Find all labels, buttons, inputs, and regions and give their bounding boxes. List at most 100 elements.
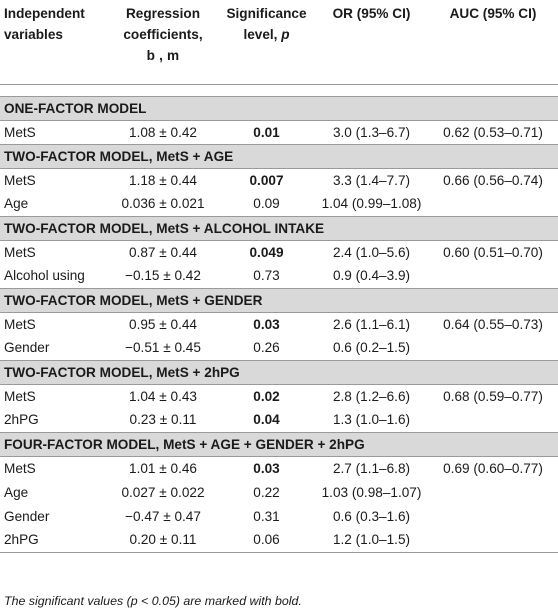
cell-auc: 0.66 (0.56–0.74) — [443, 172, 543, 188]
cell-auc: 0.64 (0.55–0.73) — [443, 316, 543, 332]
cell-coefficient: 0.036 ± 0.021 — [121, 196, 205, 212]
section-title: TWO-FACTOR MODEL, MetS + AGE — [0, 143, 558, 169]
cell-significance: 0.007 — [249, 172, 284, 188]
cell-coefficient: −0.15 ± 0.42 — [125, 268, 201, 284]
cell-significance: 0.22 — [253, 484, 280, 500]
cell-odds-ratio: 0.9 (0.4–3.9) — [332, 268, 411, 284]
cell-odds-ratio: 3.3 (1.4–7.7) — [332, 172, 411, 188]
section-title: ONE-FACTOR MODEL — [0, 95, 558, 121]
table-row: 2hPG 0.23 ± 0.11 0.04 1.3 (1.0–1.6) — [0, 408, 558, 432]
cell-variable: MetS — [4, 388, 36, 404]
cell-coefficient: −0.47 ± 0.47 — [125, 508, 201, 524]
section-title: TWO-FACTOR MODEL, MetS + ALCOHOL INTAKE — [0, 215, 558, 241]
cell-odds-ratio: 1.04 (0.99–1.08) — [321, 196, 422, 212]
table-row: MetS 0.95 ± 0.44 0.03 2.6 (1.1–6.1) 0.64 (0.… — [0, 312, 558, 336]
header-row: Independent variables Regression coeffic… — [0, 0, 558, 85]
table-footnote: The significant values (p < 0.05) are ma… — [4, 594, 302, 608]
cell-variable: Gender — [4, 508, 50, 524]
cell-variable: MetS — [4, 460, 36, 476]
table-row: Age 0.036 ± 0.021 0.09 1.04 (0.99–1.08) — [0, 192, 558, 216]
cell-coefficient: 0.20 ± 0.11 — [108, 528, 218, 553]
table-row: MetS 1.18 ± 0.44 0.007 3.3 (1.4–7.7) 0.66 (0… — [0, 168, 558, 192]
cell-coefficient: 1.08 ± 0.42 — [129, 124, 197, 140]
cell-auc: 0.62 (0.53–0.71) — [443, 124, 543, 140]
cell-odds-ratio: 1.3 (1.0–1.6) — [332, 412, 411, 428]
section-header-row: FOUR-FACTOR MODEL, MetS + AGE + GENDER +… — [0, 431, 558, 457]
table-row: MetS 1.08 ± 0.42 0.01 3.0 (1.3–6.7) 0.62 (0.… — [0, 120, 558, 144]
cell-coefficient: 1.18 ± 0.44 — [129, 172, 197, 188]
cell-auc — [428, 480, 558, 504]
cell-coefficient: 1.01 ± 0.46 — [129, 460, 197, 476]
cell-auc — [428, 528, 558, 553]
cell-odds-ratio: 2.4 (1.0–5.6) — [332, 244, 411, 260]
cell-coefficient: 0.23 ± 0.11 — [129, 412, 197, 428]
cell-auc: 0.68 (0.59–0.77) — [443, 388, 543, 404]
header-or-ci: OR (95% CI) — [315, 0, 428, 85]
cell-significance: 0.73 — [253, 268, 280, 284]
section-header-row: TWO-FACTOR MODEL, MetS + AGE — [0, 143, 558, 169]
cell-odds-ratio: 1.03 (0.98–1.07) — [321, 484, 422, 500]
cell-odds-ratio: 2.8 (1.2–6.6) — [332, 388, 411, 404]
cell-variable: MetS — [4, 124, 36, 140]
table-row: MetS 1.04 ± 0.43 0.02 2.8 (1.2–6.6) 0.68 (0.… — [0, 384, 558, 408]
cell-auc: 0.69 (0.60–0.77) — [443, 460, 543, 476]
cell-coefficient: 1.04 ± 0.43 — [129, 388, 197, 404]
table-row: Gender −0.47 ± 0.47 0.31 0.6 (0.3–1.6) — [0, 504, 558, 528]
cell-variable: Age — [4, 484, 29, 500]
header-col1-line2: variables — [4, 27, 63, 42]
header-col3-line2: level, — [243, 27, 282, 42]
cell-significance: 0.03 — [253, 460, 280, 476]
cell-significance: 0.049 — [249, 244, 284, 260]
header-col3-line1: Significance — [226, 6, 307, 21]
cell-coefficient: −0.51 ± 0.45 — [125, 340, 201, 356]
cell-significance: 0.26 — [253, 340, 280, 356]
header-col1-line1: Independent — [4, 6, 85, 21]
cell-variable: Age — [4, 196, 29, 212]
cell-auc — [428, 504, 558, 528]
header-col4: OR (95% CI) — [332, 6, 411, 21]
table-row: MetS 1.01 ± 0.46 0.03 2.7 (1.1–6.8) 0.69 (0.… — [0, 456, 558, 480]
section-header-row: TWO-FACTOR MODEL, MetS + 2hPG — [0, 359, 558, 385]
cell-odds-ratio: 0.6 (0.3–1.6) — [332, 508, 411, 524]
table-row: Alcohol using −0.15 ± 0.42 0.73 0.9 (0.4–3.… — [0, 264, 558, 288]
section-title: TWO-FACTOR MODEL, MetS + GENDER — [0, 287, 558, 313]
table-row: 2hPG 0.20 ± 0.11 0.06 1.2 (1.0–1.5) — [0, 528, 558, 553]
cell-significance: 0.06 — [218, 528, 315, 553]
cell-variable: MetS — [4, 244, 36, 260]
table-row: MetS 0.87 ± 0.44 0.049 2.4 (1.0–5.6) 0.60 (0… — [0, 240, 558, 264]
header-col5: AUC (95% CI) — [449, 6, 537, 21]
table-body: ONE-FACTOR MODEL MetS 1.08 ± 0.42 0.01 3.0 (… — [0, 84, 558, 553]
cell-variable: MetS — [4, 316, 36, 332]
header-col2-line3: b , m — [146, 48, 180, 63]
header-col2-line2: coefficients, — [123, 27, 203, 42]
cell-significance: 0.04 — [253, 412, 280, 428]
section-title: TWO-FACTOR MODEL, MetS + 2hPG — [0, 359, 558, 385]
cell-significance: 0.03 — [253, 316, 280, 332]
cell-odds-ratio: 2.6 (1.1–6.1) — [332, 316, 411, 332]
table-header: Independent variables Regression coeffic… — [0, 0, 558, 85]
section-header-row: TWO-FACTOR MODEL, MetS + GENDER — [0, 287, 558, 313]
header-regression-coefficients: Regression coefficients, b , m — [108, 0, 218, 85]
cell-odds-ratio: 3.0 (1.3–6.7) — [332, 124, 411, 140]
regression-table-container: Independent variables Regression coeffic… — [0, 0, 558, 553]
cell-significance: 0.09 — [253, 196, 280, 212]
cell-auc — [428, 264, 558, 288]
cell-variable: Alcohol using — [4, 268, 85, 284]
section-title: FOUR-FACTOR MODEL, MetS + AGE + GENDER +… — [0, 431, 558, 457]
cell-coefficient: 0.027 ± 0.022 — [121, 484, 205, 500]
cell-odds-ratio: 0.6 (0.2–1.5) — [332, 340, 411, 356]
table-row: Age 0.027 ± 0.022 0.22 1.03 (0.98–1.07) — [0, 480, 558, 504]
regression-table: Independent variables Regression coeffic… — [0, 0, 558, 553]
cell-coefficient: 0.87 ± 0.44 — [129, 244, 197, 260]
cell-variable: MetS — [4, 172, 36, 188]
cell-auc: 0.60 (0.51–0.70) — [443, 244, 543, 260]
cell-variable: 2hPG — [0, 528, 108, 553]
cell-auc — [428, 192, 558, 216]
cell-variable: 2hPG — [4, 412, 39, 428]
header-col3-p: p — [281, 27, 290, 42]
cell-variable: Gender — [4, 340, 50, 356]
cell-significance: 0.02 — [253, 388, 280, 404]
cell-significance: 0.31 — [253, 508, 280, 524]
header-independent-variables: Independent variables — [0, 0, 108, 85]
cell-auc — [428, 408, 558, 432]
